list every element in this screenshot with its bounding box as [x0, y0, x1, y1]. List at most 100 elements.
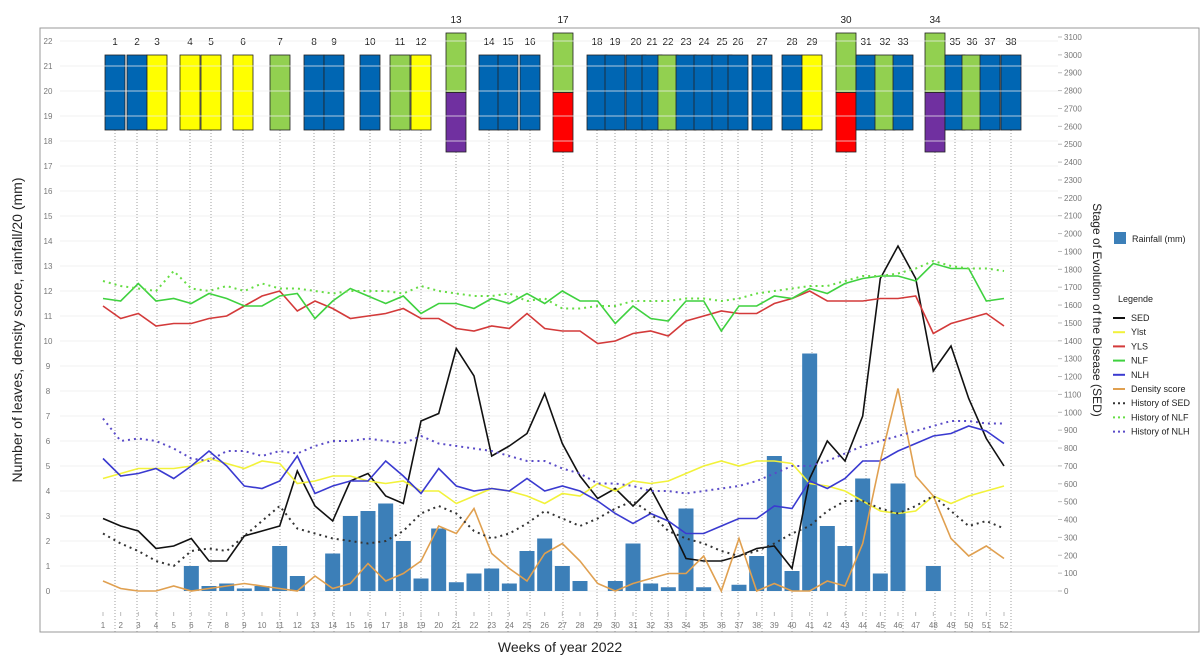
bar — [272, 546, 288, 591]
stage-box — [835, 32, 857, 93]
stage-label: 16 — [524, 37, 536, 48]
stage-box — [924, 92, 946, 153]
x-tick-label: 22 — [470, 621, 479, 630]
stage-label: 20 — [630, 37, 642, 48]
x-tick-label: 40 — [788, 621, 797, 630]
x-tick-label: 7 — [207, 621, 212, 630]
plot-frame — [39, 27, 1200, 633]
x-tick-label: 24 — [505, 621, 514, 630]
stage-box — [232, 54, 254, 131]
bar — [537, 538, 553, 591]
stage-label: 13 — [450, 15, 462, 26]
y2-tick-label: 2400 — [1064, 158, 1082, 167]
x-tick-label: 48 — [929, 621, 938, 630]
legend-title: Legende — [1118, 294, 1153, 304]
x-tick-label: 18 — [399, 621, 408, 630]
x-tick-label: 28 — [576, 621, 585, 630]
stage-box — [727, 54, 749, 131]
bar — [325, 553, 341, 591]
y-tick-label: 18 — [44, 137, 53, 146]
legend-label: Rainfall (mm) — [1132, 234, 1186, 244]
stage-box — [389, 54, 411, 131]
stage-label: 32 — [879, 37, 891, 48]
stage-label: 6 — [240, 37, 246, 48]
x-tick-label: 12 — [293, 621, 302, 630]
bar — [519, 551, 535, 591]
legend-label: History of NLF — [1131, 412, 1189, 422]
legend-label: NLF — [1131, 356, 1149, 366]
stage-box — [323, 54, 345, 131]
bar — [289, 576, 305, 591]
stage-label: 25 — [716, 37, 728, 48]
y2-tick-label: 2100 — [1064, 212, 1082, 221]
stage-box — [359, 54, 381, 131]
line — [102, 457, 1005, 515]
x-tick-label: 43 — [841, 621, 850, 630]
x-tick-label: 36 — [717, 621, 726, 630]
x-tick-label: 15 — [346, 621, 355, 630]
stage-label: 9 — [331, 37, 337, 48]
bar — [413, 578, 429, 591]
legend-label: History of SED — [1131, 398, 1191, 408]
x-tick-label: 41 — [805, 621, 814, 630]
y2-tick-label: 200 — [1064, 551, 1078, 560]
bar — [731, 584, 747, 591]
y-tick-label: 9 — [46, 362, 51, 371]
bar — [236, 588, 252, 591]
bar — [342, 516, 358, 591]
y-axis-label: Number of leaves, density score, rainfal… — [9, 178, 25, 483]
bar — [466, 573, 482, 591]
stage-box — [519, 54, 541, 131]
stage-label: 15 — [502, 37, 514, 48]
stage-label: 10 — [364, 37, 376, 48]
y-tick-label: 19 — [44, 112, 53, 121]
x-tick-label: 50 — [964, 621, 973, 630]
stage-box — [979, 54, 1001, 131]
y2-tick-label: 1300 — [1064, 355, 1082, 364]
x-tick-label: 30 — [611, 621, 620, 630]
y-tick-label: 10 — [44, 337, 53, 346]
y2-tick-label: 800 — [1064, 444, 1078, 453]
y-tick-label: 16 — [44, 187, 53, 196]
x-tick-label: 49 — [947, 621, 956, 630]
y-tick-label: 15 — [44, 212, 53, 221]
bar — [802, 353, 818, 591]
x-tick-label: 4 — [154, 621, 159, 630]
x-tick-label: 44 — [858, 621, 867, 630]
legend-label: Density score — [1131, 384, 1186, 394]
y2-tick-label: 2700 — [1064, 104, 1082, 113]
legend-label: SED — [1131, 313, 1150, 323]
bar — [219, 583, 235, 591]
bar — [925, 566, 941, 591]
stage-label: 12 — [415, 37, 427, 48]
y2-tick-label: 1600 — [1064, 301, 1082, 310]
line — [102, 494, 1005, 568]
x-tick-label: 34 — [682, 621, 691, 630]
bar — [819, 526, 835, 591]
x-tick-label: 17 — [381, 621, 390, 630]
stage-label: 8 — [311, 37, 317, 48]
stage-label: 7 — [277, 37, 283, 48]
y-tick-label: 11 — [44, 312, 53, 321]
x-tick-label: 5 — [171, 621, 176, 630]
x-tick-label: 21 — [452, 621, 461, 630]
bar — [501, 583, 517, 591]
bar — [360, 511, 376, 591]
y-tick-label: 6 — [46, 437, 51, 446]
stage-label: 36 — [966, 37, 978, 48]
x-tick-label: 31 — [629, 621, 638, 630]
x-tick-label: 10 — [258, 621, 267, 630]
y-tick-label: 1 — [46, 562, 51, 571]
x-tick-label: 8 — [224, 621, 229, 630]
stage-label: 2 — [134, 37, 140, 48]
x-tick-label: 32 — [646, 621, 655, 630]
stage-box — [924, 32, 946, 93]
stage-box — [801, 54, 823, 131]
y-tick-label: 21 — [44, 62, 53, 71]
stage-label: 11 — [395, 37, 406, 48]
bar — [607, 581, 623, 591]
x-tick-label: 45 — [876, 621, 885, 630]
bar — [378, 503, 394, 591]
stage-box — [552, 32, 574, 93]
